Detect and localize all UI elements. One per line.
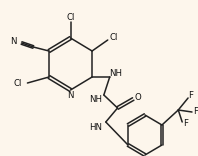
Text: F: F	[183, 119, 188, 129]
Text: F: F	[193, 107, 198, 117]
Text: Cl: Cl	[13, 78, 22, 88]
Text: Cl: Cl	[66, 12, 75, 22]
Text: F: F	[188, 92, 193, 100]
Text: NH: NH	[109, 70, 122, 78]
Text: HN: HN	[89, 122, 103, 132]
Text: Cl: Cl	[109, 32, 118, 41]
Text: N: N	[10, 37, 17, 46]
Text: N: N	[67, 92, 74, 100]
Text: NH: NH	[89, 95, 103, 105]
Text: O: O	[135, 93, 142, 102]
